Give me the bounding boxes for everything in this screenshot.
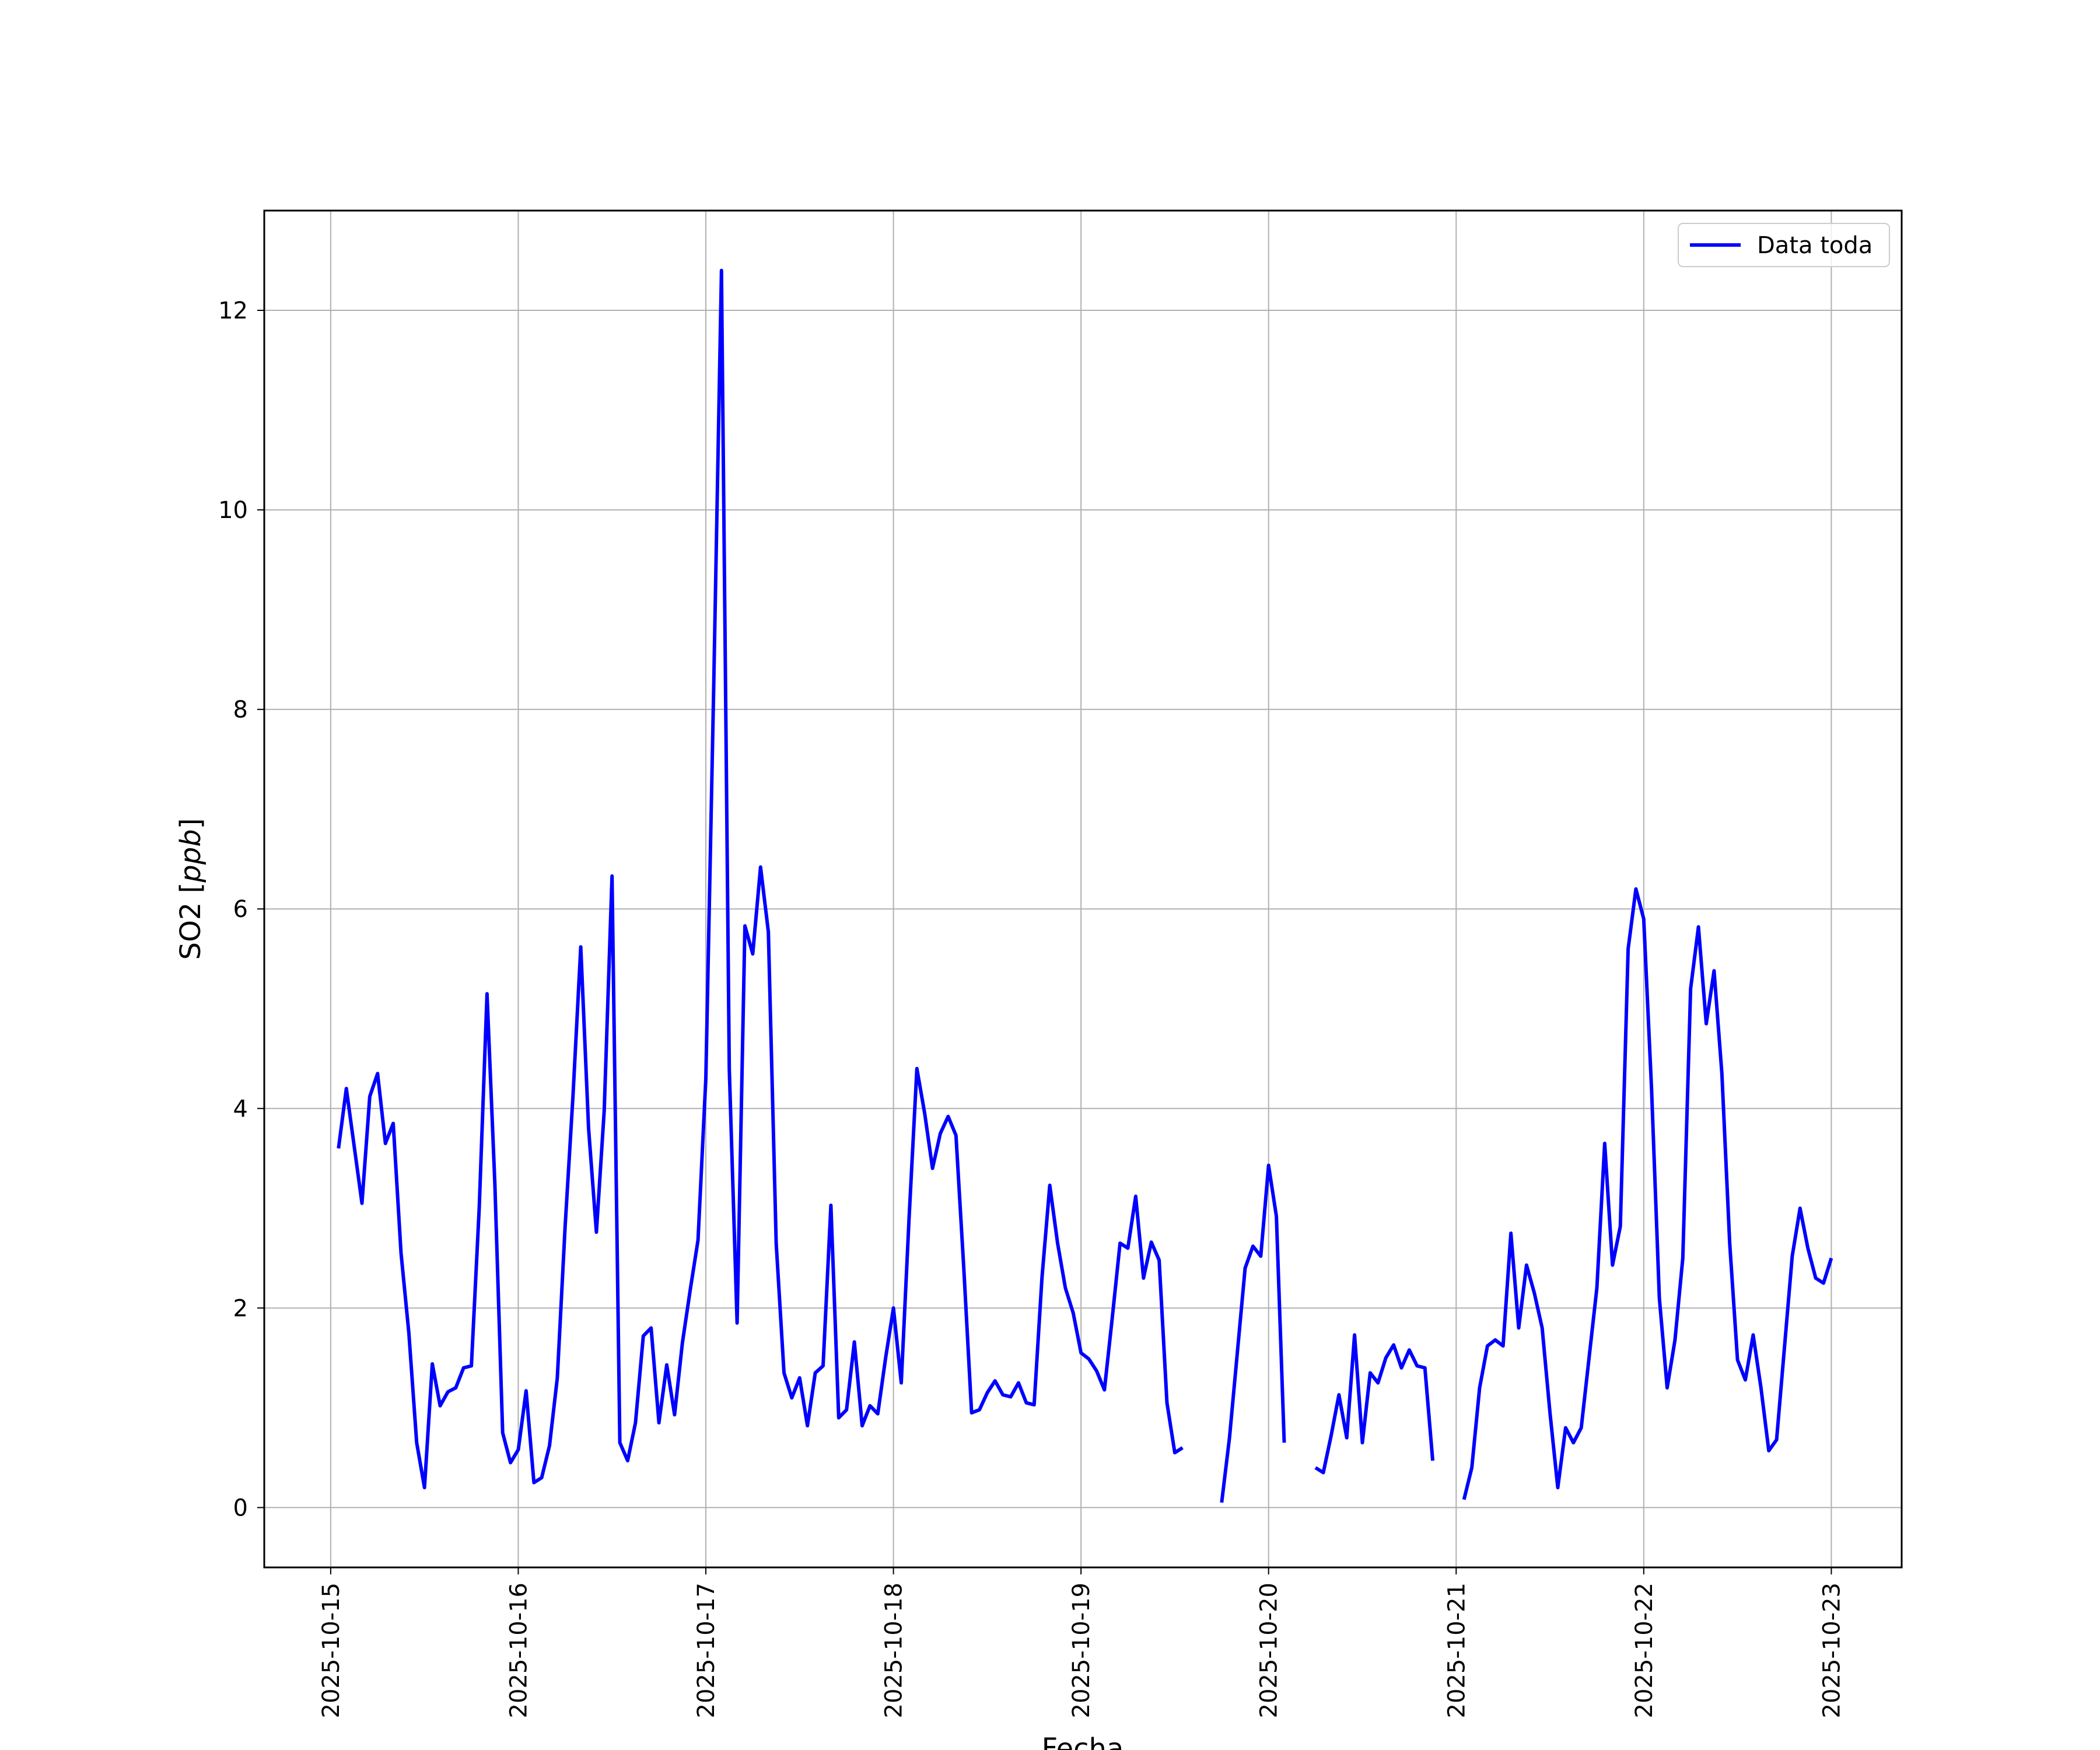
x-tick-label: 2025-10-22	[1631, 1583, 1658, 1718]
series-line-data-toda	[337, 268, 1833, 1503]
series-layer	[337, 268, 1833, 1503]
x-tick-label: 2025-10-16	[505, 1583, 532, 1718]
x-tick-label: 2025-10-21	[1443, 1583, 1470, 1718]
x-tick-label: 2025-10-19	[1068, 1583, 1095, 1718]
x-tick-label: 2025-10-18	[881, 1583, 908, 1718]
y-axis: 0 2 4 6 8 10 12	[218, 298, 264, 1521]
y-tick-label: 10	[218, 497, 248, 524]
y-tick-label: 2	[233, 1295, 248, 1322]
legend-box	[1678, 223, 1890, 267]
x-tick-label: 2025-10-20	[1256, 1583, 1283, 1718]
y-tick-label: 4	[233, 1096, 248, 1122]
y-tick-label: 8	[233, 696, 248, 723]
y-axis-label-bracket: ]	[174, 818, 207, 830]
x-axis-label: Fecha	[1042, 1732, 1124, 1750]
x-tick-label: 2025-10-17	[693, 1583, 720, 1718]
x-axis: 2025-10-15 2025-10-16 2025-10-17 2025-10-18…	[318, 1567, 1845, 1718]
y-axis-label: SO2 [ppb]	[174, 818, 207, 960]
y-tick-label: 0	[233, 1494, 248, 1521]
x-tick-label: 2025-10-15	[318, 1583, 345, 1718]
legend-label-data-toda: Data toda	[1757, 232, 1873, 259]
x-tick-label: 2025-10-23	[1818, 1583, 1845, 1718]
plot-area-frame	[263, 209, 1903, 1569]
y-axis-label-quantity: SO2 [	[174, 883, 207, 960]
y-axis-label-unit: ppb	[174, 829, 207, 883]
y-tick-label: 6	[233, 896, 248, 923]
legend: Data toda	[1678, 223, 1890, 267]
y-tick-label: 12	[218, 298, 248, 324]
grid	[264, 211, 1902, 1567]
